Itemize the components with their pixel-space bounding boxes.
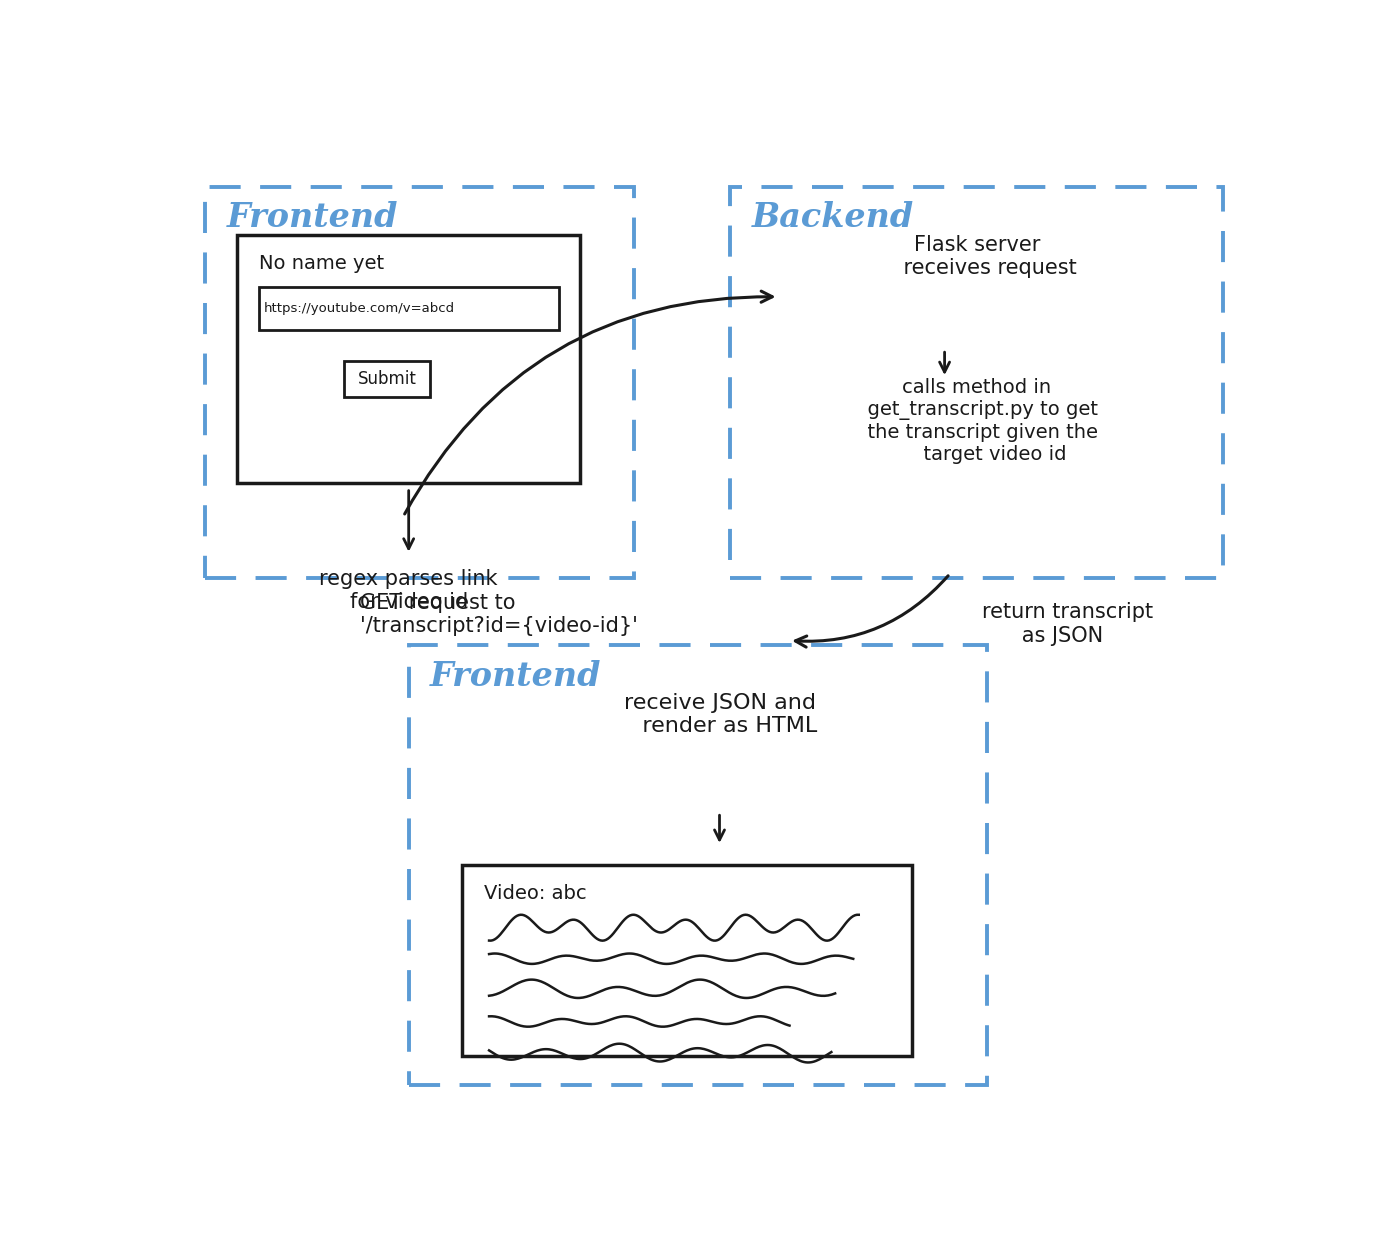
Text: Video: abc: Video: abc [484, 884, 586, 903]
Text: https://youtube.com/v=abcd: https://youtube.com/v=abcd [264, 303, 455, 315]
FancyArrowPatch shape [404, 491, 414, 549]
Text: Flask server
    receives request: Flask server receives request [877, 234, 1076, 278]
Text: receive JSON and
   render as HTML: receive JSON and render as HTML [621, 693, 817, 737]
Bar [238, 234, 581, 482]
Text: regex parses link
for video id: regex parses link for video id [319, 569, 498, 613]
Bar [344, 361, 430, 397]
FancyArrowPatch shape [795, 575, 949, 647]
FancyArrowPatch shape [939, 352, 950, 372]
Text: Submit: Submit [358, 370, 416, 388]
Text: Frontend: Frontend [227, 201, 398, 234]
Text: GET request to
'/transcript?id={video-id}': GET request to '/transcript?id={video-id… [361, 593, 639, 636]
Text: Frontend: Frontend [430, 660, 602, 693]
FancyArrowPatch shape [405, 291, 772, 513]
Text: calls method in
  get_transcript.py to get
  the transcript given the
      targ: calls method in get_transcript.py to get… [855, 378, 1098, 464]
Bar [409, 645, 987, 1085]
Text: No name yet: No name yet [259, 254, 383, 273]
Text: return transcript
      as JSON: return transcript as JSON [982, 603, 1153, 646]
FancyArrowPatch shape [715, 815, 725, 839]
Bar [462, 866, 913, 1056]
Text: Backend: Backend [752, 201, 914, 234]
Bar [730, 187, 1223, 578]
Bar [259, 288, 559, 330]
Bar [205, 187, 633, 578]
